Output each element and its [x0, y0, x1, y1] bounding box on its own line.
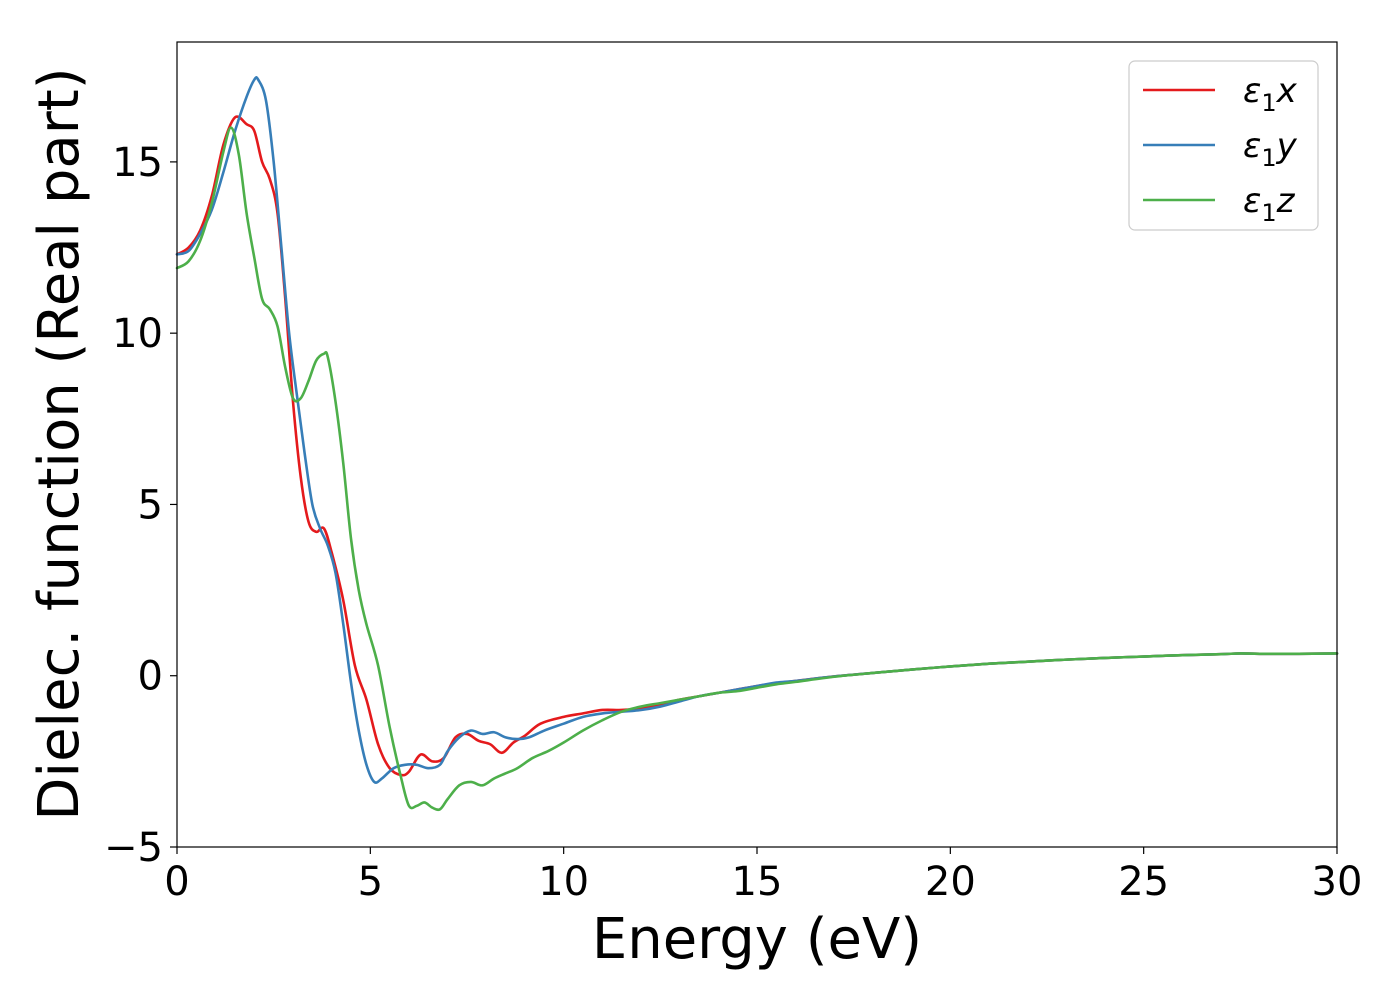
y-tick-label: 0 — [138, 654, 163, 700]
legend-subscript: 1 — [1261, 89, 1276, 117]
legend-symbol: ε — [1243, 181, 1261, 221]
y-axis: −5 0 5 10 15 — [104, 140, 177, 871]
legend-variable: y — [1276, 126, 1298, 166]
x-axis: 0 5 10 15 20 25 30 — [164, 847, 1362, 905]
legend-entry-e1x: ε1x — [1243, 71, 1298, 117]
legend-subscript: 1 — [1261, 199, 1276, 227]
legend-variable: z — [1276, 181, 1296, 221]
legend-variable: x — [1276, 71, 1298, 111]
legend-symbol: ε — [1243, 126, 1261, 166]
legend-entry-e1y: ε1y — [1243, 126, 1298, 172]
y-tick-label: −5 — [104, 825, 163, 871]
y-tick-label: 5 — [138, 482, 163, 528]
legend-frame — [1128, 60, 1319, 231]
plot-area — [175, 76, 1339, 812]
x-tick-label: 25 — [1118, 859, 1169, 905]
legend-subscript: 1 — [1261, 144, 1276, 172]
legend-symbol: ε — [1243, 71, 1261, 111]
x-axis-label: Energy (eV) — [592, 907, 922, 972]
x-tick-label: 15 — [732, 859, 783, 905]
y-tick-label: 15 — [112, 140, 163, 186]
series-line-e1z — [175, 126, 1339, 812]
x-tick-label: 10 — [538, 859, 589, 905]
legend-entry-e1z: ε1z — [1243, 181, 1296, 227]
x-tick-label: 30 — [1312, 859, 1363, 905]
x-tick-label: 20 — [925, 859, 976, 905]
y-tick-label: 10 — [112, 311, 163, 357]
x-tick-label: 0 — [164, 859, 189, 905]
x-tick-label: 5 — [358, 859, 383, 905]
y-axis-label: Dielec. function (Real part) — [27, 67, 92, 820]
